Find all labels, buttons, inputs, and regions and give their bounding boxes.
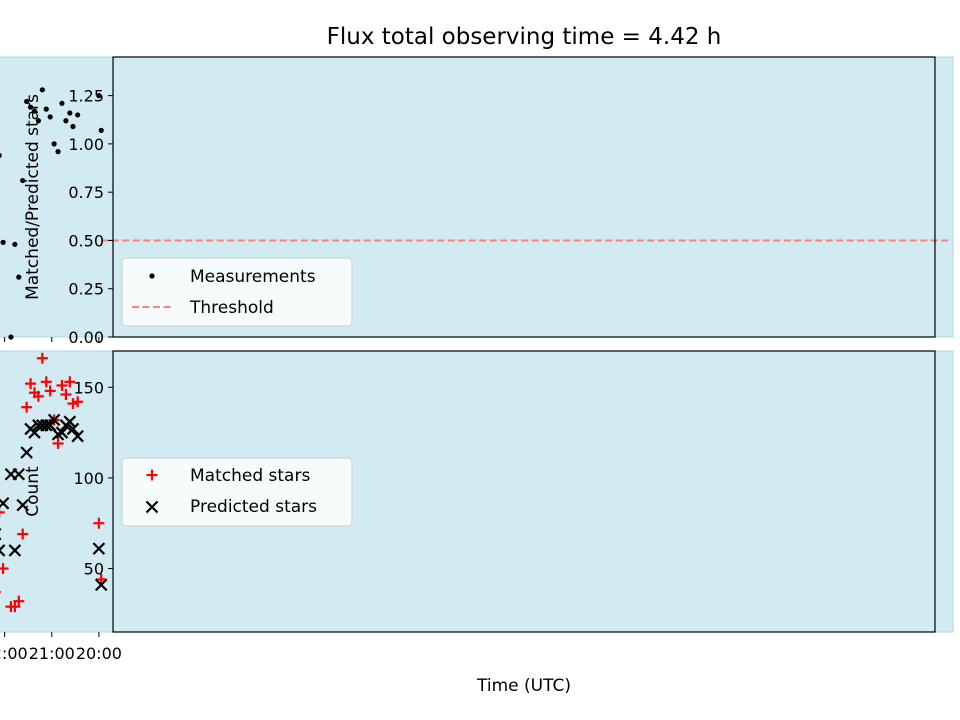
- y-tick-label: 150: [73, 378, 104, 397]
- legend-plus: [146, 469, 158, 481]
- chart-title: Flux total observing time = 4.42 h: [327, 24, 722, 50]
- measurement-point: [16, 274, 22, 280]
- ratio-panel-legend: Measurements Threshold: [121, 257, 353, 327]
- legend-predicted-label: Predicted stars: [190, 497, 317, 517]
- measurement-point: [20, 177, 26, 184]
- x-axis-label: Time (UTC): [476, 676, 571, 696]
- matched-point: [44, 385, 56, 397]
- legend-box: [121, 457, 353, 527]
- counts-panel-legend: Matched stars Predicted stars: [121, 457, 353, 527]
- matched-point: [21, 401, 33, 413]
- y-tick-label: 0.50: [68, 231, 104, 250]
- matched-point: [25, 378, 37, 390]
- measurement-point: [63, 118, 69, 124]
- matched-point: [0, 506, 5, 518]
- measurement-point: [0, 239, 6, 245]
- legend-measurements-label: Measurements: [190, 267, 316, 287]
- y-tick-label: 0.00: [68, 328, 104, 347]
- counts-panel-frame: [112, 350, 936, 633]
- measurement-point: [24, 98, 30, 105]
- measurement-point: [43, 106, 49, 112]
- ratio-panel-x-ticks: [4, 337, 100, 342]
- measurement-point: [39, 87, 45, 93]
- matched-point: [64, 376, 76, 388]
- matched-point: [52, 437, 64, 449]
- measurement-point: [12, 241, 18, 247]
- matched-point: [40, 376, 52, 388]
- predicted-point: [20, 446, 33, 459]
- legend-matched-marker: [146, 469, 158, 481]
- measurement-point: [98, 127, 104, 133]
- x-tick-label: 21:00: [29, 644, 75, 663]
- predicted-point: [92, 542, 106, 555]
- predicted-point: [66, 422, 80, 436]
- predicted-point: [94, 578, 108, 592]
- matched-point: [5, 601, 17, 613]
- matched-point: [56, 379, 68, 391]
- ratio-panel-y-ticks: 0.00 0.25 0.50 0.75 1.00 1.25: [68, 87, 113, 347]
- predicted-point: [0, 544, 6, 557]
- measurement-point: [47, 114, 53, 120]
- matched-point: [93, 517, 105, 529]
- legend-cross: [145, 500, 159, 514]
- y-tick-label: 1.25: [68, 87, 104, 106]
- predicted-point: [4, 467, 18, 481]
- measurement-point: [75, 112, 81, 118]
- matched-point: [67, 398, 79, 410]
- predicted-point: [24, 422, 37, 436]
- y-tick-label: 0.75: [68, 183, 104, 202]
- ratio-panel-y-axis-label: Matched/Predicted stars: [23, 94, 43, 300]
- matched-point: [95, 573, 107, 585]
- measurement-point: [70, 123, 76, 130]
- measurement-point: [35, 118, 42, 124]
- measurement-point: [51, 141, 57, 147]
- measurement-point: [27, 104, 34, 110]
- y-tick-label: 100: [73, 469, 104, 488]
- predicted-point: [8, 544, 22, 557]
- predicted-point: [55, 426, 69, 439]
- measurement-point: [55, 149, 61, 155]
- matched-point: [17, 528, 29, 540]
- legend-box: [121, 257, 353, 327]
- ratio-panel: 0.00 0.25 0.50 0.75 1.00 1.25 Matched/Predict…: [0, 56, 954, 347]
- counts-panel-y-axis-label: Count: [23, 466, 43, 517]
- ratio-panel-frame: [112, 56, 936, 338]
- measurement-point: [0, 153, 2, 158]
- predicted-stars-series: [0, 413, 108, 592]
- y-tick-label: 1.00: [68, 135, 104, 154]
- predicted-point: [32, 419, 45, 432]
- x-tick-label: 20:00: [76, 644, 122, 663]
- y-tick-label: 50: [84, 560, 104, 579]
- measurement-point: [96, 93, 102, 99]
- matched-point: [0, 563, 9, 575]
- legend-measurements-marker: [149, 273, 155, 279]
- measurement-point: [31, 108, 38, 114]
- x-tick-label: 22:00: [0, 644, 28, 663]
- counts-panel-y-ticks: 50 100 150: [73, 378, 113, 579]
- measurement-point: [67, 110, 73, 116]
- measurement-point: [8, 334, 14, 340]
- matched-point: [60, 389, 72, 401]
- predicted-point: [71, 429, 84, 443]
- measurement-point: [59, 100, 65, 106]
- matched-point: [28, 387, 40, 399]
- matched-stars-series: [0, 352, 107, 613]
- measurements-series: [0, 87, 104, 340]
- y-tick-label: 0.25: [68, 280, 104, 299]
- predicted-point: [16, 498, 29, 512]
- counts-panel: 50 100 150 20:0021:0022:0023:0000:0001:000…: [0, 350, 954, 696]
- legend-threshold-label: Threshold: [189, 298, 274, 318]
- matched-point: [36, 352, 48, 364]
- legend-matched-label: Matched stars: [190, 466, 310, 486]
- legend-predicted-marker: [145, 500, 159, 514]
- predicted-point: [0, 497, 10, 510]
